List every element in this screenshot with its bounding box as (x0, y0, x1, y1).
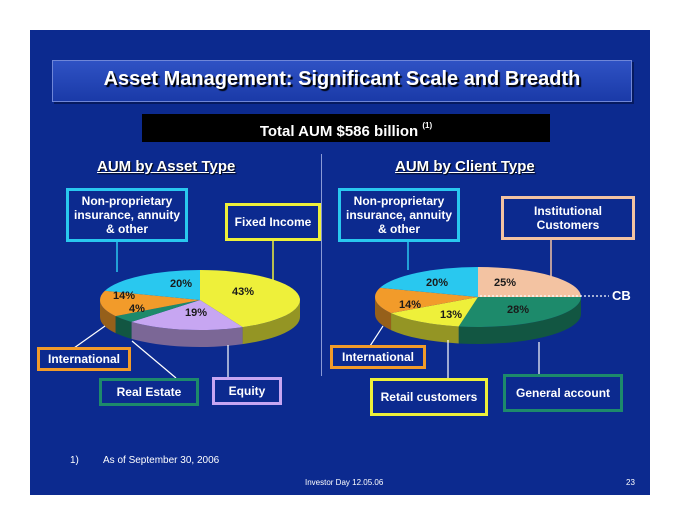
pie-data-label-3: 14% (113, 290, 135, 302)
title-banner: Asset Management: Significant Scale and … (52, 60, 632, 102)
footnote-text: As of September 30, 2006 (103, 455, 220, 466)
pie-slice-3 (375, 287, 478, 314)
label-left-real-estate: Real Estate (99, 378, 199, 406)
pie-side-0 (242, 300, 300, 345)
pie-slice-2 (391, 297, 478, 327)
label-left-nonprop: Non-proprietary insurance, annuity & oth… (66, 188, 188, 242)
pie-slice-0 (478, 267, 581, 297)
column-divider (321, 154, 322, 376)
label-left-international: International (37, 347, 131, 371)
label-right-institutional: Institutional Customers (501, 196, 635, 240)
pie-side-2 (115, 316, 132, 339)
label-right-general-account: General account (503, 374, 623, 412)
pie-data-label-0: 43% (232, 286, 254, 298)
pie-side-2 (391, 313, 459, 344)
label-right-international: International (330, 345, 426, 369)
total-aum-text: Total AUM $586 billion (259, 123, 419, 140)
pie-slice-4 (380, 267, 478, 297)
label-right-cb: CB (612, 288, 631, 303)
pie-data-label-2: 4% (129, 303, 145, 315)
total-aum-box: Total AUM $586 billion (1) (142, 114, 550, 142)
pie-side-1 (131, 321, 243, 347)
leader-right-international (369, 325, 384, 347)
pie-data-label-3: 14% (399, 299, 421, 311)
pie-asset-type: 43% 19% 4%14% 20% (100, 270, 300, 347)
pie-data-label-4: 20% (426, 277, 448, 289)
pie-data-label-1: 19% (185, 307, 207, 319)
pie-slice-3 (100, 290, 200, 317)
pie-slice-0 (200, 270, 300, 328)
slide-background (30, 30, 650, 495)
footer-event: Investor Day 12.05.06 (305, 478, 384, 487)
pie-side-3 (100, 300, 116, 334)
leader-left-international (73, 325, 106, 349)
pie-client-type: 25% 28% 13% 14% 20% (375, 267, 581, 345)
label-left-equity: Equity (212, 377, 282, 405)
pie-data-label-0: 25% (494, 277, 516, 289)
pie-slice-1 (458, 297, 581, 327)
label-right-retail: Retail customers (370, 378, 488, 416)
label-left-fixed-income: Fixed Income (225, 203, 321, 241)
pie-slice-2 (115, 300, 200, 322)
slide-title: Asset Management: Significant Scale and … (103, 68, 581, 90)
label-right-nonprop: Non-proprietary insurance, annuity & oth… (338, 188, 460, 242)
footnote-marker: 1) (70, 455, 79, 466)
left-heading: AUM by Asset Type (97, 158, 236, 175)
pie-data-label-2: 13% (440, 309, 462, 321)
total-aum-footnote-ref: (1) (422, 121, 433, 130)
pie-data-label-4: 20% (170, 278, 192, 290)
pie-slice-4 (104, 270, 200, 300)
pie-slice-1 (131, 300, 243, 330)
pie-side-1 (458, 297, 581, 345)
pie-side-3 (375, 297, 392, 331)
pie-data-label-1: 28% (507, 304, 529, 316)
right-heading: AUM by Client Type (395, 158, 535, 175)
page-number: 23 (626, 478, 635, 487)
leader-lines (73, 240, 609, 379)
leader-left-realestate (131, 340, 177, 379)
